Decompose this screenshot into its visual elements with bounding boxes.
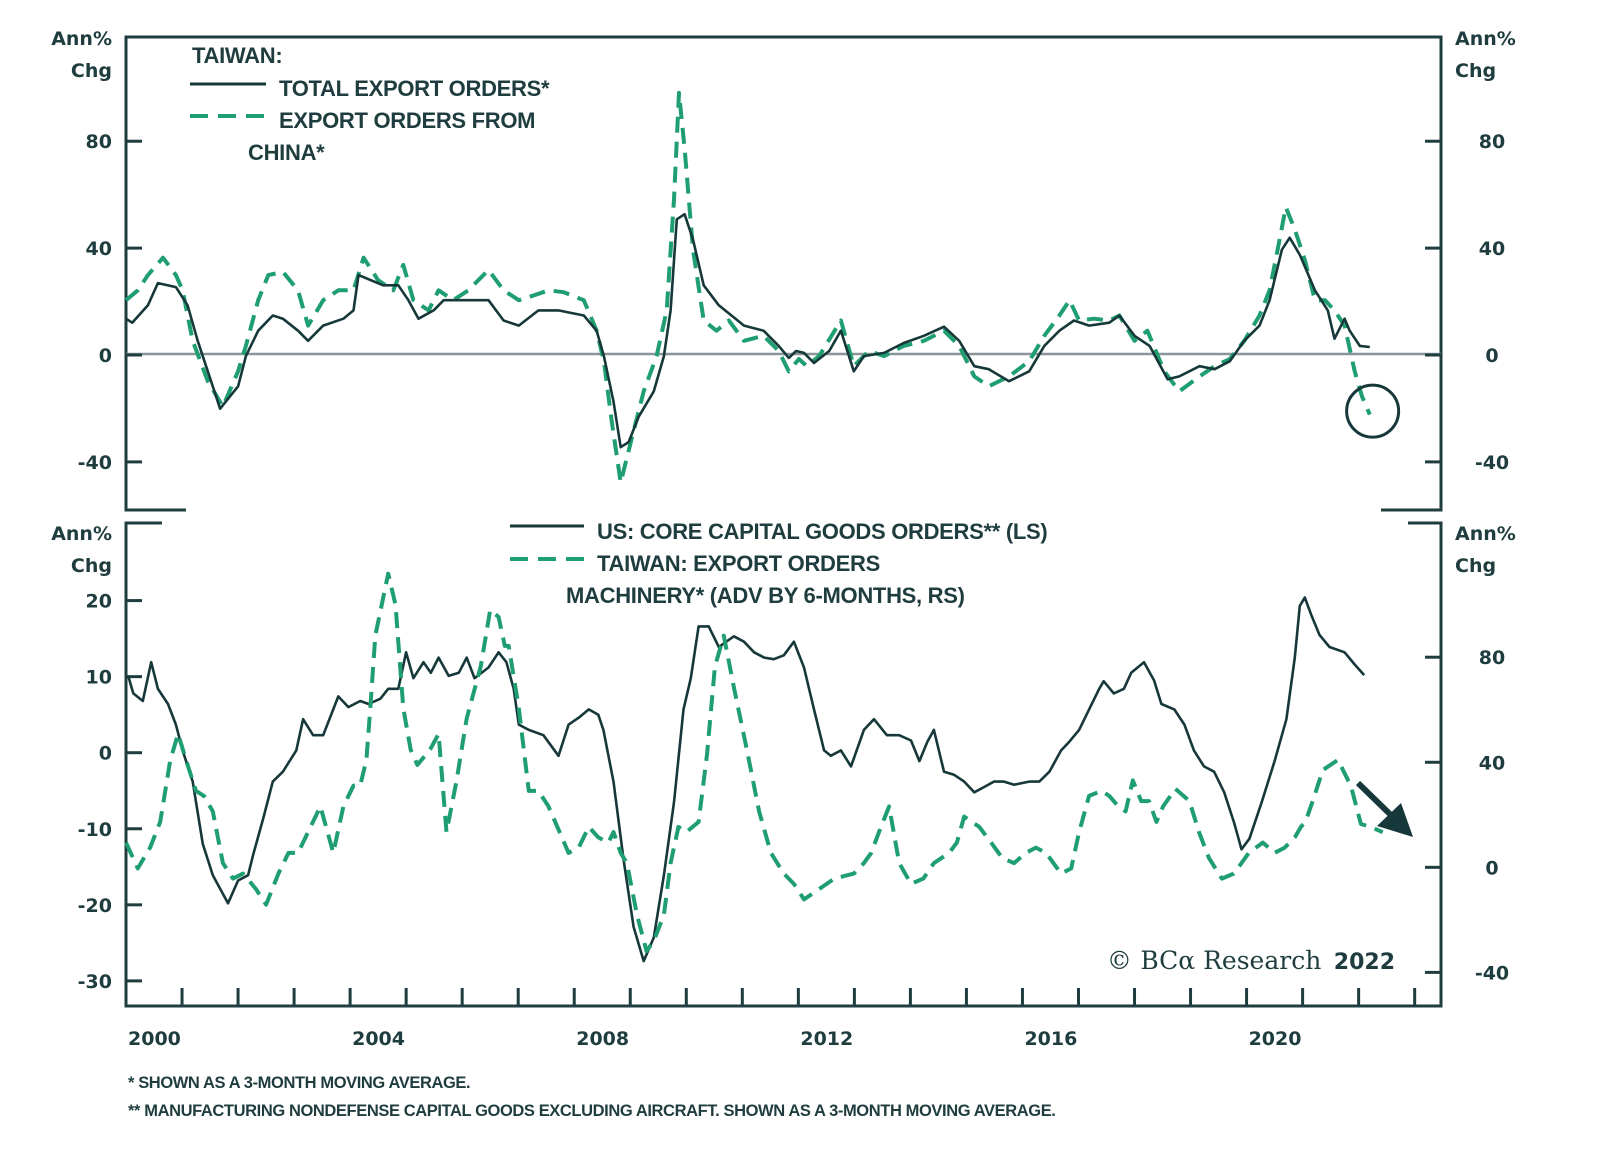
highlight-circle (1345, 383, 1401, 439)
bottom-legend-label-taiwan-2: MACHINERY* (ADV BY 6-MONTHS, RS) (566, 583, 965, 608)
top-ytick-label-right: 0 (1485, 345, 1498, 367)
bottom-legend-label-us: US: CORE CAPITAL GOODS ORDERS** (LS) (597, 519, 1047, 544)
bottom-panel: 20 10 0 -10 -20 -30 80 40 0 -40 2000 2004 2008 2012… (51, 519, 1516, 1050)
top-legend-title: TAIWAN: (192, 43, 282, 68)
xtick-label: 2020 (1249, 1028, 1302, 1050)
bottom-ytick-label-right: 80 (1479, 647, 1505, 669)
top-panel: 80 40 0 -40 80 40 0 -40 Ann% Chg Ann% Chg TAIWA… (51, 28, 1516, 512)
top-ytick-label-right: 80 (1479, 131, 1505, 153)
top-ytick-label-right: -40 (1475, 452, 1509, 474)
top-ytick-label-left: 40 (86, 238, 112, 260)
xtick-label: 2012 (800, 1028, 853, 1050)
bottom-ytick-label-right: -40 (1475, 962, 1509, 984)
bottom-right-unit-line2: Chg (1455, 555, 1496, 577)
top-left-unit-line2: Chg (71, 60, 112, 82)
top-ytick-label-left: -40 (78, 452, 112, 474)
top-right-unit-line1: Ann% (1455, 28, 1516, 50)
series-taiwan-machinery-orders (124, 571, 1384, 954)
top-left-unit-line1: Ann% (51, 28, 112, 50)
bottom-ytick-label-right: 0 (1485, 857, 1498, 879)
bottom-right-unit-line1: Ann% (1455, 523, 1516, 545)
footnote-1: * SHOWN AS A 3-MONTH MOVING AVERAGE. (128, 1074, 470, 1092)
series-us-core-capital-goods (126, 596, 1366, 963)
copyright-brand: BCα Research (1140, 946, 1321, 975)
bottom-ytick-label-left: 20 (86, 591, 112, 613)
bottom-ytick-label-left: -10 (78, 819, 112, 841)
top-right-unit-line2: Chg (1455, 60, 1496, 82)
top-legend-label-china-2: CHINA* (248, 140, 325, 165)
xtick-label: 2000 (128, 1028, 181, 1050)
bottom-ytick-label-left: 10 (86, 667, 112, 689)
series-total-export-orders (125, 212, 1370, 449)
bottom-panel-frame (124, 521, 1443, 1008)
bottom-ytick-label-right: 40 (1479, 752, 1505, 774)
copyright-symbol: © (1107, 946, 1132, 975)
footnote-2: ** MANUFACTURING NONDEFENSE CAPITAL GOOD… (128, 1102, 1056, 1120)
top-ytick-label-right: 40 (1479, 238, 1505, 260)
bottom-legend-label-taiwan-1: TAIWAN: EXPORT ORDERS (597, 551, 880, 576)
series-export-orders-china (124, 90, 1372, 485)
bottom-ytick-label-left: 0 (99, 743, 112, 765)
top-ytick-label-left: 0 (99, 345, 112, 367)
xtick-label: 2016 (1024, 1028, 1077, 1050)
top-legend-label-china-1: EXPORT ORDERS FROM (279, 108, 535, 133)
bottom-left-unit-line2: Chg (71, 555, 112, 577)
bottom-ytick-label-left: -20 (78, 895, 112, 917)
copyright-year: 2022 (1334, 950, 1395, 975)
copyright: © BCα Research 2022 (1107, 946, 1395, 975)
xtick-label: 2004 (352, 1028, 405, 1050)
top-legend-label-total: TOTAL EXPORT ORDERS* (279, 76, 550, 101)
bottom-ytick-label-left: -30 (78, 971, 112, 993)
bottom-left-unit-line1: Ann% (51, 523, 112, 545)
down-arrow-icon (1355, 780, 1413, 837)
xtick-label: 2008 (576, 1028, 629, 1050)
top-ytick-label-left: 80 (86, 131, 112, 153)
